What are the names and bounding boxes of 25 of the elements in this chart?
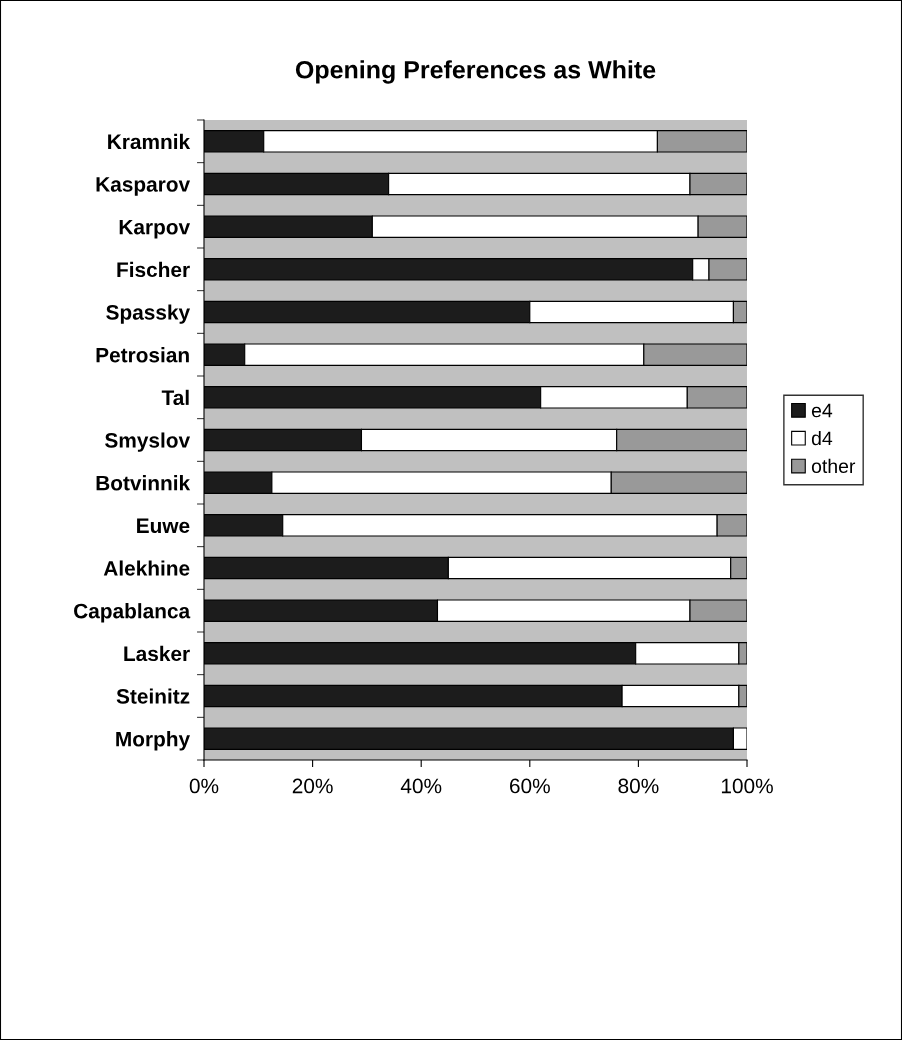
y-tick-label: Smyslov <box>105 432 191 452</box>
y-tick-label: Spassky <box>106 304 191 324</box>
x-tick-label: 0% <box>189 778 219 794</box>
y-tick-label: Karpov <box>119 219 191 239</box>
y-tick-label: Fischer <box>117 261 190 278</box>
x-tick-label: 20% <box>292 778 333 794</box>
y-tick-label: Euwe <box>137 518 190 534</box>
y-tick-label: Capablanca <box>74 603 191 623</box>
y-tick-label: Tal <box>161 389 189 406</box>
y-tick-label: Steinitz <box>116 688 190 704</box>
legend-label: d4 <box>811 430 833 446</box>
legend-label: e4 <box>811 403 833 418</box>
x-tick-label: 100% <box>721 778 773 794</box>
x-tick-label: 60% <box>510 778 550 794</box>
y-tick-label: Kasparov <box>96 177 191 196</box>
y-tick-label: Petrosian <box>96 347 189 363</box>
x-tick-label: 40% <box>400 778 442 794</box>
chart-title: Opening Preferences as White <box>295 60 656 84</box>
y-tick-label: Morphy <box>116 731 190 751</box>
legend-label: other <box>811 458 856 474</box>
y-tick-label: Alekhine <box>103 560 190 576</box>
y-tick-label: Kramnik <box>108 133 191 150</box>
y-tick-label: Botvinnik <box>96 475 191 491</box>
y-tick-label: Lasker <box>124 645 190 662</box>
x-tick-label: 80% <box>618 778 659 794</box>
